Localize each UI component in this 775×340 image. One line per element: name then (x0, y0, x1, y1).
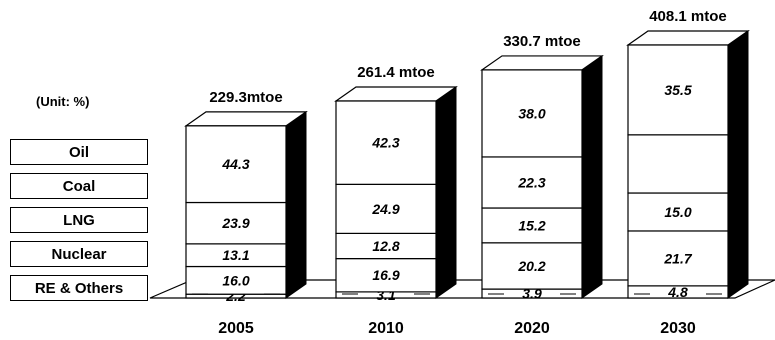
data-label-lng-2020: 15.2 (518, 217, 545, 233)
bar-segment-nuclear-2005 (185, 265, 287, 295)
bar-segment-oil-2005 (185, 125, 287, 204)
data-label-coal-2005: 23.9 (221, 215, 249, 231)
data-label-oil-2010: 42.3 (371, 135, 399, 151)
bar-side-2030 (727, 30, 749, 299)
data-label-coal-2020: 22.3 (517, 174, 545, 190)
bar-segment-oil-2030 (627, 44, 729, 136)
bar-segment-oil-2020 (481, 69, 583, 158)
legend-coal: Coal (10, 173, 148, 199)
data-label-oil-2005: 44.3 (221, 156, 249, 172)
legend-re-others: RE & Others (10, 275, 148, 301)
data-label-re-others-2030: 4.8 (667, 284, 688, 300)
data-label-nuclear-2030: 21.7 (663, 250, 692, 266)
bar-side-2020 (581, 54, 603, 299)
legend-nuclear: Nuclear (10, 241, 148, 267)
bar-top-2030 (626, 30, 750, 46)
total-label-2010: 261.4 mtoe (357, 64, 435, 81)
bar-segment-coal-2030 (627, 134, 729, 194)
data-label-lng-2010: 12.8 (372, 238, 399, 254)
bar-segment-nuclear-2030 (627, 230, 729, 287)
x-tick-label-2030: 2030 (660, 320, 696, 337)
bar-segment-lng-2010 (335, 232, 437, 260)
data-label-oil-2020: 38.0 (518, 105, 545, 121)
bar-segment-coal-2020 (481, 156, 583, 209)
bar-top-2005 (184, 111, 308, 127)
data-label-lng-2005: 13.1 (222, 247, 249, 263)
bar-segment-oil-2010 (335, 100, 437, 185)
bar-segment-lng-2020 (481, 207, 583, 244)
data-label-lng-2030: 15.0 (664, 204, 691, 220)
data-label-nuclear-2010: 16.9 (372, 267, 399, 283)
data-label-nuclear-2005: 16.0 (222, 272, 249, 288)
total-label-2030: 408.1 mtoe (649, 8, 727, 25)
unit-note: (Unit: %) (36, 94, 90, 109)
x-tick-label-2010: 2010 (368, 320, 404, 337)
bar-segment-nuclear-2010 (335, 258, 437, 293)
bar-top-2020 (480, 55, 604, 71)
bar-side-2010 (435, 86, 457, 299)
x-tick-label-2005: 2005 (218, 320, 254, 337)
bar-side-2005 (285, 110, 307, 299)
data-label-nuclear-2020: 20.2 (517, 258, 545, 274)
legend-oil: Oil (10, 139, 148, 165)
legend-lng: LNG (10, 207, 148, 233)
total-label-2005: 229.3mtoe (209, 89, 282, 106)
x-tick-label-2020: 2020 (514, 320, 550, 337)
bar-segment-lng-2030 (627, 192, 729, 232)
data-label-oil-2030: 35.5 (664, 82, 691, 98)
total-label-2020: 330.7 mtoe (503, 33, 581, 50)
bar-segment-coal-2010 (335, 183, 437, 234)
data-label-coal-2010: 24.9 (371, 201, 399, 217)
bar-top-2010 (334, 86, 458, 102)
